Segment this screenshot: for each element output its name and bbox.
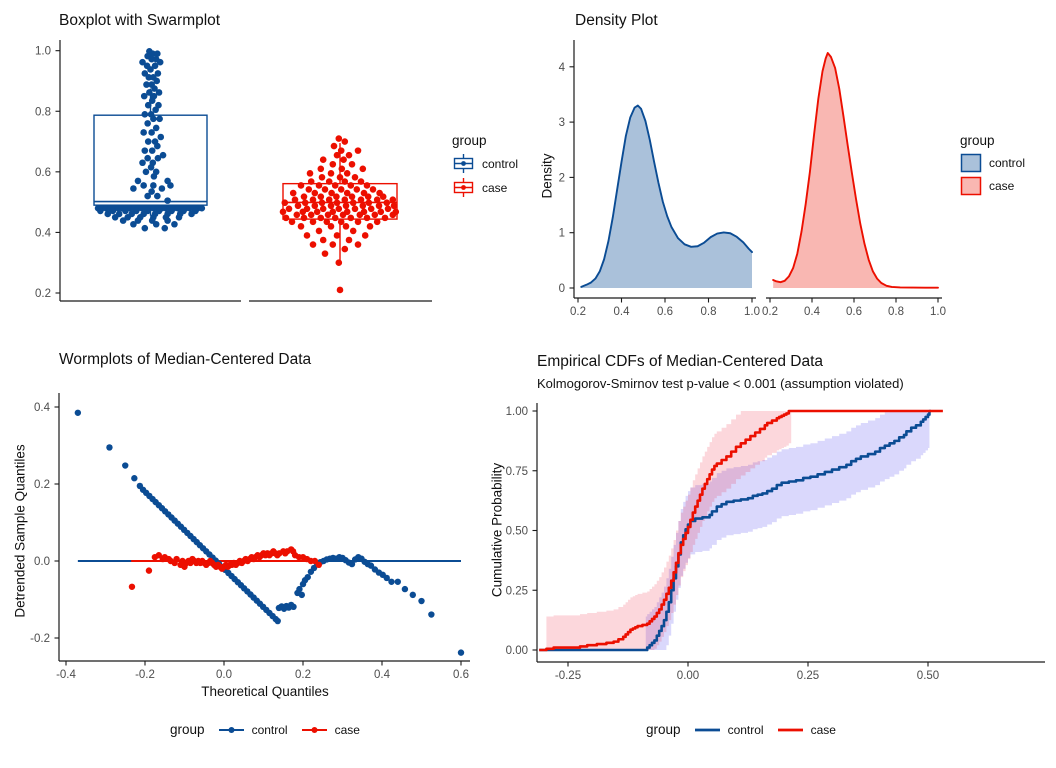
svg-text:0.00: 0.00 — [677, 670, 699, 682]
svg-text:0.8: 0.8 — [701, 306, 717, 318]
svg-text:0.0: 0.0 — [216, 669, 232, 681]
svg-text:0.00: 0.00 — [506, 645, 528, 657]
svg-text:0: 0 — [559, 283, 565, 295]
svg-text:0.6: 0.6 — [453, 669, 469, 681]
ecdf-plot-svg: 0.00 0.25 0.50 0.75 1.00 -0.25 0.00 0.25 0.50 — [506, 403, 1045, 682]
svg-text:0.4: 0.4 — [35, 227, 52, 239]
svg-text:0.2: 0.2 — [35, 288, 51, 300]
svg-text:4: 4 — [559, 62, 566, 74]
svg-text:-0.4: -0.4 — [56, 669, 76, 681]
svg-text:0.2: 0.2 — [762, 306, 778, 318]
svg-text:0.4: 0.4 — [614, 306, 631, 318]
svg-text:0.8: 0.8 — [888, 306, 904, 318]
svg-text:0.4: 0.4 — [374, 669, 391, 681]
svg-text:0.75: 0.75 — [506, 466, 528, 478]
svg-text:-0.2: -0.2 — [30, 633, 50, 645]
svg-text:0.25: 0.25 — [797, 670, 819, 682]
svg-text:1.0: 1.0 — [35, 46, 51, 58]
wormplot-svg: -0.2 0.0 0.2 0.4 -0.4 -0.2 0.0 0.2 0.4 0.6 — [30, 393, 470, 681]
svg-text:1.0: 1.0 — [744, 306, 760, 318]
svg-text:0.2: 0.2 — [295, 669, 311, 681]
svg-text:3: 3 — [559, 117, 565, 129]
svg-text:0.6: 0.6 — [657, 306, 673, 318]
svg-text:0.2: 0.2 — [570, 306, 586, 318]
svg-text:-0.25: -0.25 — [555, 670, 581, 682]
svg-text:2: 2 — [559, 172, 565, 184]
svg-text:1: 1 — [559, 228, 565, 240]
svg-text:0.2: 0.2 — [34, 479, 50, 491]
svg-text:0.8: 0.8 — [35, 106, 51, 118]
boxswarm-plot-svg: 0.2 0.4 0.6 0.8 1.0 — [35, 40, 432, 302]
svg-text:0.25: 0.25 — [506, 585, 528, 597]
svg-text:1.0: 1.0 — [930, 306, 946, 318]
svg-text:0.6: 0.6 — [35, 167, 51, 179]
svg-text:0.4: 0.4 — [34, 402, 51, 414]
svg-text:-0.2: -0.2 — [135, 669, 155, 681]
svg-text:0.50: 0.50 — [917, 670, 939, 682]
svg-text:0.50: 0.50 — [506, 526, 528, 538]
svg-text:0.0: 0.0 — [34, 556, 50, 568]
svg-text:0.6: 0.6 — [846, 306, 862, 318]
svg-text:0.4: 0.4 — [804, 306, 821, 318]
svg-text:1.00: 1.00 — [506, 406, 528, 418]
